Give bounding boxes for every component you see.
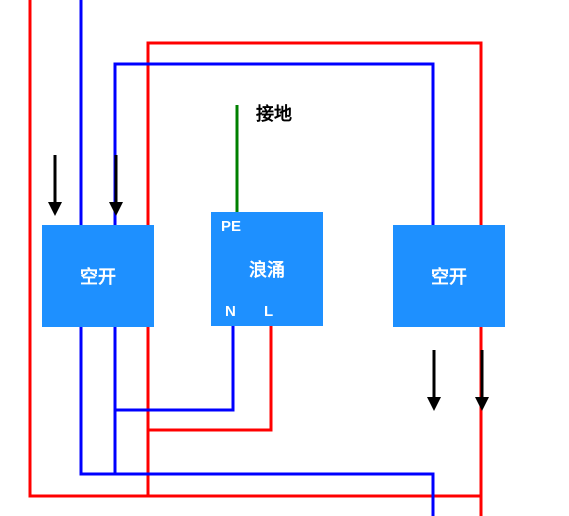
breaker-left-label: 空开	[80, 263, 116, 289]
flow-arrow-head	[48, 202, 62, 216]
breaker-left-block: 空开	[42, 225, 154, 327]
ground-label: 接地	[256, 100, 292, 126]
surge-terminal-pe: PE	[221, 218, 241, 235]
surge-protector-label: 浪涌	[249, 256, 285, 282]
flow-arrow-head	[475, 397, 489, 411]
breaker-right-label: 空开	[431, 263, 467, 289]
breaker-right-block: 空开	[393, 225, 505, 327]
flow-arrow-head	[427, 397, 441, 411]
surge-terminal-l: L	[264, 303, 273, 320]
surge-terminal-n: N	[225, 303, 236, 320]
flow-arrow-head	[109, 202, 123, 216]
